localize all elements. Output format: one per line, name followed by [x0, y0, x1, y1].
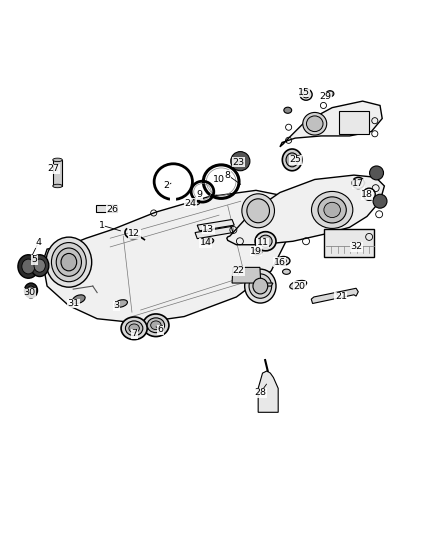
Text: 15: 15: [298, 88, 310, 97]
Ellipse shape: [73, 295, 85, 303]
Ellipse shape: [307, 116, 323, 132]
Text: 6: 6: [157, 325, 163, 334]
Polygon shape: [232, 268, 273, 286]
Text: 3: 3: [113, 301, 120, 310]
Ellipse shape: [283, 269, 290, 274]
Ellipse shape: [147, 318, 165, 333]
Text: 14: 14: [200, 238, 212, 247]
Text: 31: 31: [67, 299, 79, 308]
Text: 17: 17: [352, 179, 364, 188]
Text: 19: 19: [250, 247, 262, 256]
Text: 20: 20: [293, 281, 306, 290]
Ellipse shape: [303, 91, 310, 98]
Text: 29: 29: [320, 92, 332, 101]
Ellipse shape: [53, 158, 62, 161]
Ellipse shape: [253, 278, 268, 294]
Text: 18: 18: [361, 190, 373, 199]
Bar: [96, 205, 117, 212]
Ellipse shape: [61, 254, 77, 271]
Polygon shape: [280, 101, 382, 147]
Text: 12: 12: [128, 229, 140, 238]
Ellipse shape: [151, 321, 161, 329]
Ellipse shape: [115, 300, 127, 307]
Ellipse shape: [311, 191, 353, 229]
Ellipse shape: [249, 274, 272, 298]
Polygon shape: [197, 220, 234, 231]
Ellipse shape: [324, 203, 340, 217]
Ellipse shape: [318, 197, 346, 223]
Bar: [324, 229, 374, 257]
Ellipse shape: [277, 256, 290, 265]
Ellipse shape: [283, 149, 302, 171]
Text: 28: 28: [254, 388, 266, 397]
Ellipse shape: [326, 91, 334, 97]
Ellipse shape: [284, 107, 292, 114]
Text: 13: 13: [202, 225, 214, 234]
Text: 21: 21: [335, 293, 347, 302]
Text: 27: 27: [48, 164, 60, 173]
Ellipse shape: [22, 259, 35, 274]
Text: 30: 30: [24, 288, 36, 297]
Bar: [53, 160, 62, 186]
Text: 11: 11: [257, 238, 268, 247]
Ellipse shape: [56, 248, 81, 276]
Ellipse shape: [51, 243, 86, 282]
Ellipse shape: [202, 238, 214, 245]
Circle shape: [370, 166, 384, 180]
Text: 4: 4: [35, 238, 41, 247]
Text: 9: 9: [196, 190, 202, 199]
Ellipse shape: [290, 280, 307, 289]
Ellipse shape: [129, 324, 139, 333]
Text: 7: 7: [131, 329, 137, 338]
Ellipse shape: [34, 259, 46, 272]
Text: 10: 10: [213, 175, 225, 184]
Ellipse shape: [27, 286, 35, 295]
Polygon shape: [195, 227, 233, 239]
Text: 23: 23: [233, 158, 245, 166]
Ellipse shape: [18, 255, 39, 278]
Polygon shape: [227, 175, 385, 245]
Circle shape: [373, 194, 387, 208]
Ellipse shape: [31, 255, 49, 277]
Ellipse shape: [46, 237, 92, 287]
Polygon shape: [43, 190, 291, 323]
Circle shape: [231, 151, 250, 171]
Ellipse shape: [242, 194, 275, 228]
Ellipse shape: [300, 89, 312, 100]
Ellipse shape: [53, 184, 62, 188]
Ellipse shape: [245, 269, 276, 303]
Ellipse shape: [255, 232, 276, 251]
Text: 22: 22: [233, 266, 244, 276]
Text: 16: 16: [274, 257, 286, 266]
Text: 25: 25: [289, 156, 301, 164]
Ellipse shape: [25, 283, 38, 298]
Ellipse shape: [286, 153, 298, 167]
Text: 26: 26: [106, 205, 118, 214]
Ellipse shape: [247, 199, 269, 223]
Text: 1: 1: [99, 221, 105, 230]
Ellipse shape: [125, 321, 143, 336]
Ellipse shape: [143, 314, 169, 336]
Text: 5: 5: [31, 255, 37, 264]
Text: 2: 2: [164, 181, 170, 190]
Ellipse shape: [259, 235, 272, 247]
Polygon shape: [311, 288, 358, 303]
Ellipse shape: [121, 317, 147, 340]
Polygon shape: [258, 371, 278, 413]
Text: 32: 32: [350, 243, 362, 252]
Text: 8: 8: [225, 171, 231, 180]
Text: 24: 24: [185, 199, 197, 208]
Ellipse shape: [352, 177, 364, 189]
Ellipse shape: [303, 112, 327, 135]
Ellipse shape: [190, 199, 200, 205]
Bar: [339, 111, 369, 134]
